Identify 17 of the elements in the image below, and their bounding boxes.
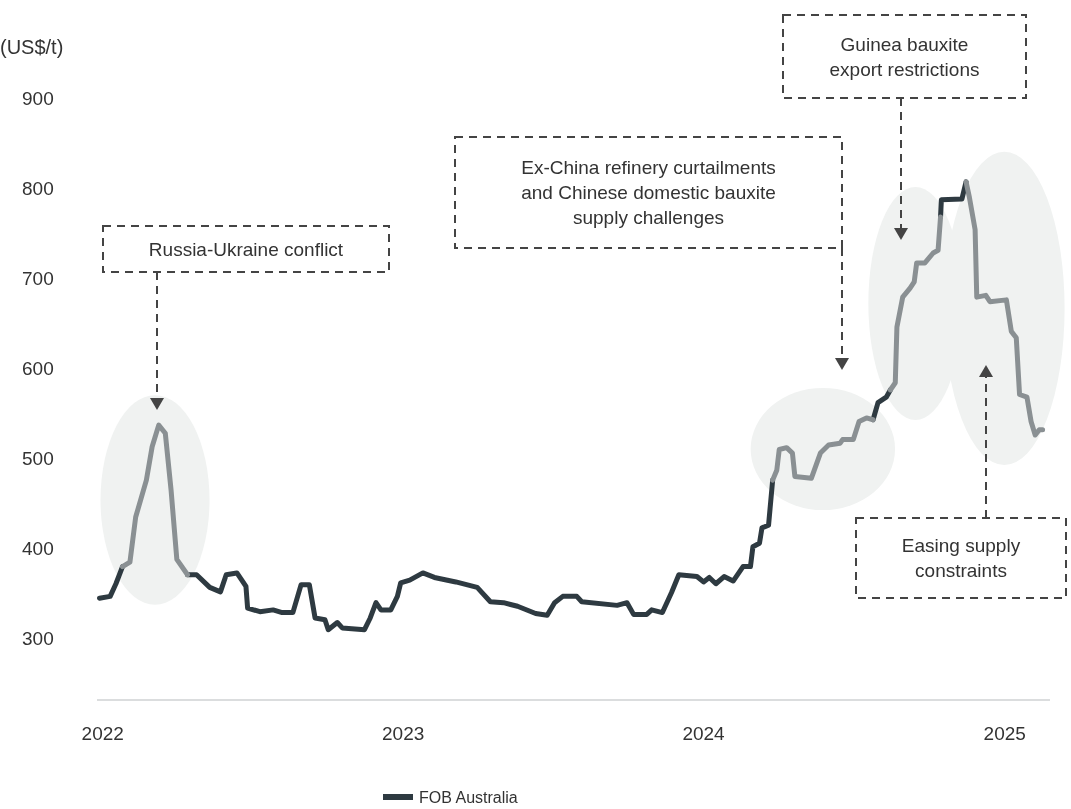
annotation: Russia-Ukraine conflict [148, 238, 344, 260]
y-tick-label: 300 [22, 628, 54, 650]
legend-label: FOB Australia [419, 788, 518, 806]
y-tick-label: 400 [22, 538, 54, 560]
y-tick-label: 800 [22, 177, 54, 199]
y-tick-label: 600 [22, 358, 54, 380]
x-tick-label: 2023 [382, 723, 425, 744]
x-tick-label: 2022 [81, 723, 124, 744]
x-tick-label: 2024 [682, 723, 726, 744]
y-tick-label: 900 [22, 87, 54, 109]
y-tick-label: 700 [22, 267, 54, 289]
x-tick-label: 2025 [983, 723, 1026, 744]
annotation: Easing supply constraints [901, 535, 1021, 582]
annotation: Ex-China refinery curtailments and Chinese domestic bauxite supply challenges [521, 157, 776, 229]
text: Guinea bauxite export restrictions [829, 33, 980, 80]
y-tick-label: 500 [22, 448, 54, 470]
y-axis-title: (US$/t) [0, 36, 64, 58]
